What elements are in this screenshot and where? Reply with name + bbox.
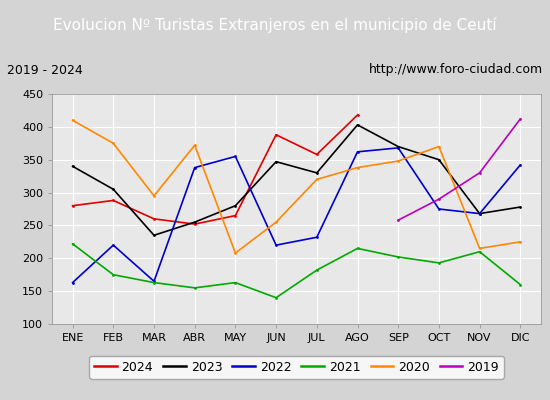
Legend: 2024, 2023, 2022, 2021, 2020, 2019: 2024, 2023, 2022, 2021, 2020, 2019 (89, 356, 504, 379)
Text: 2019 - 2024: 2019 - 2024 (7, 64, 82, 76)
Text: Evolucion Nº Turistas Extranjeros en el municipio de Ceutí: Evolucion Nº Turistas Extranjeros en el … (53, 17, 497, 33)
Text: http://www.foro-ciudad.com: http://www.foro-ciudad.com (369, 64, 543, 76)
